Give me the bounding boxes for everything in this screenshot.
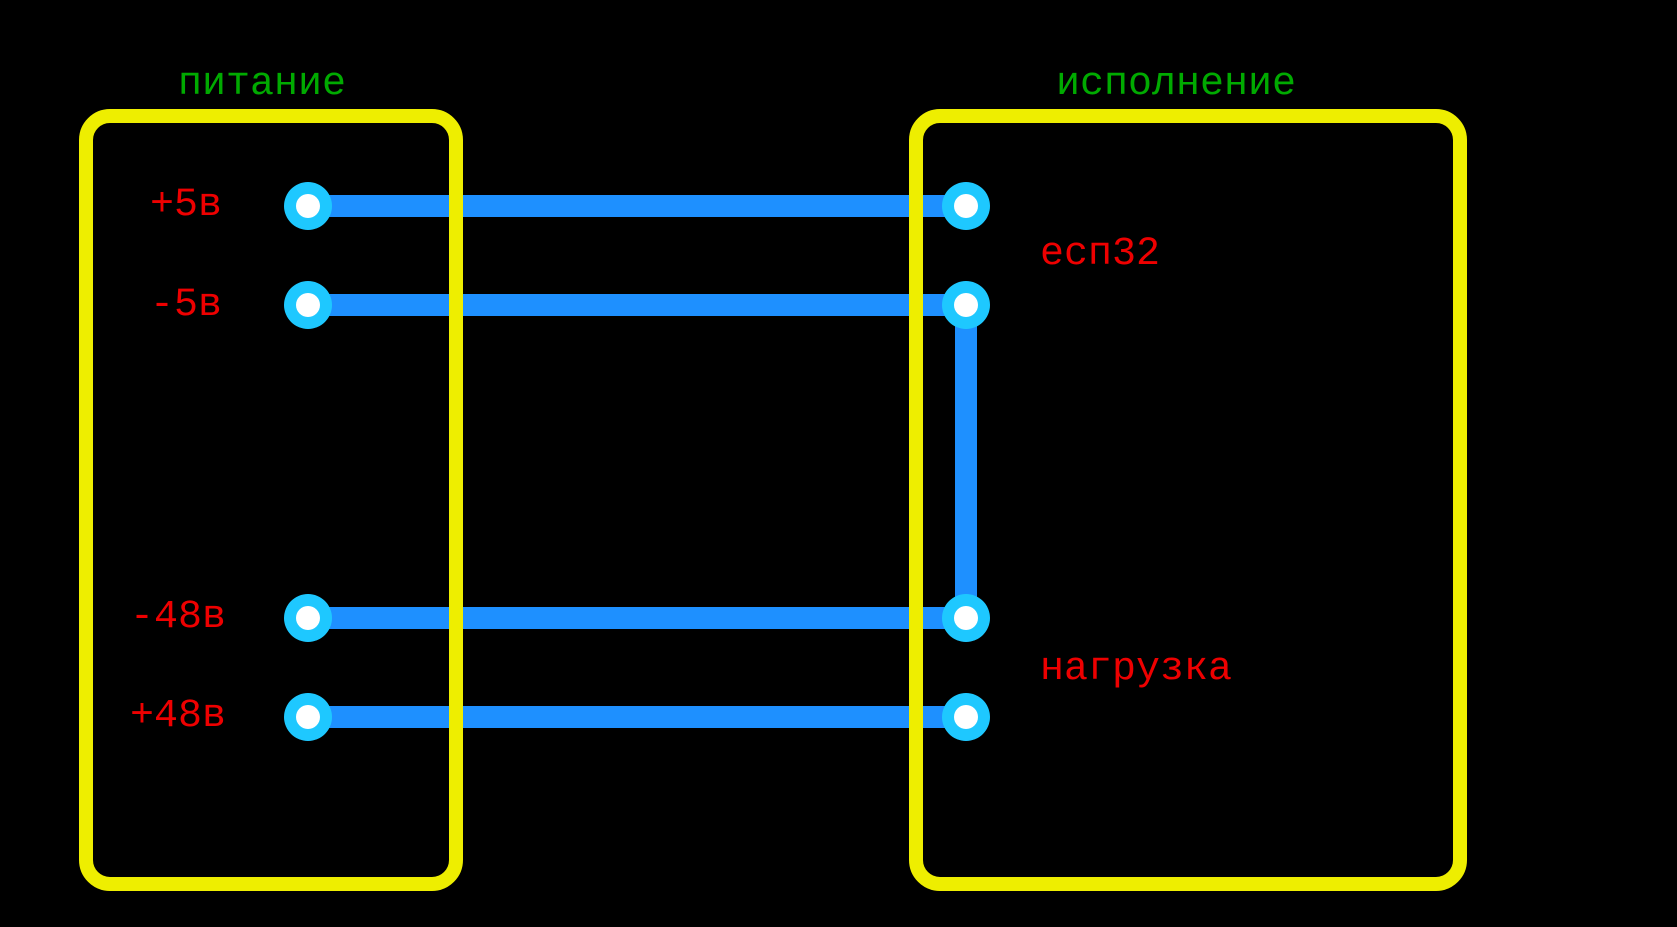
wires-group [308,206,966,717]
diagram-canvas: питание исполнение +5в -5в -48в +48в есп… [0,0,1677,927]
node-left-m5v-inner [296,293,320,317]
node-right-p5v-inner [954,194,978,218]
boxes-group [86,116,1460,884]
pin-label-minus5v: -5в [150,283,222,328]
pin-label-plus48v: +48в [130,694,226,739]
pin-label-minus48v: -48в [130,595,226,640]
nodes-group [284,182,990,741]
left-box-title: питание [178,62,346,107]
right-box [916,116,1460,884]
node-right-m5v-inner [954,293,978,317]
left-box [86,116,456,884]
node-left-p48v-inner [296,705,320,729]
node-left-p5v-inner [296,194,320,218]
node-right-m48v-inner [954,606,978,630]
node-right-p48v-inner [954,705,978,729]
right-box-title: исполнение [1056,62,1296,107]
component-label-esp32: есп32 [1040,232,1160,277]
node-left-m48v-inner [296,606,320,630]
wiring-svg [0,0,1677,927]
component-label-load: нагрузка [1040,647,1232,692]
pin-label-plus5v: +5в [150,183,222,228]
